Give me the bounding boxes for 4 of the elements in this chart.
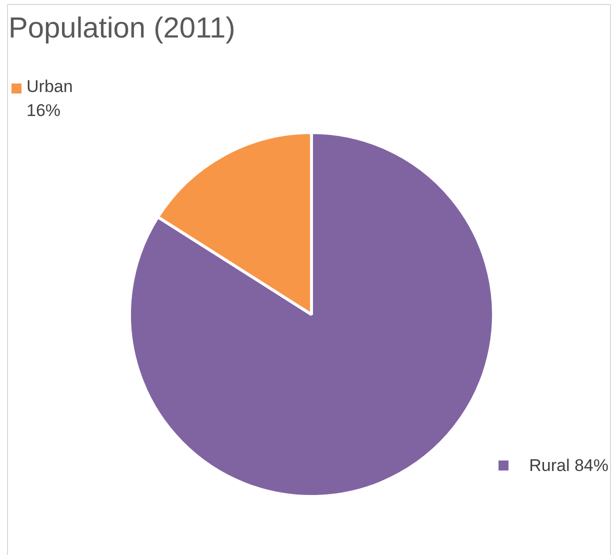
data-label: 16% xyxy=(26,100,61,120)
chart-title: Population (2011) xyxy=(8,12,236,44)
legend-label: Rural 84% xyxy=(529,456,609,475)
legend-label: Urban xyxy=(26,77,73,96)
